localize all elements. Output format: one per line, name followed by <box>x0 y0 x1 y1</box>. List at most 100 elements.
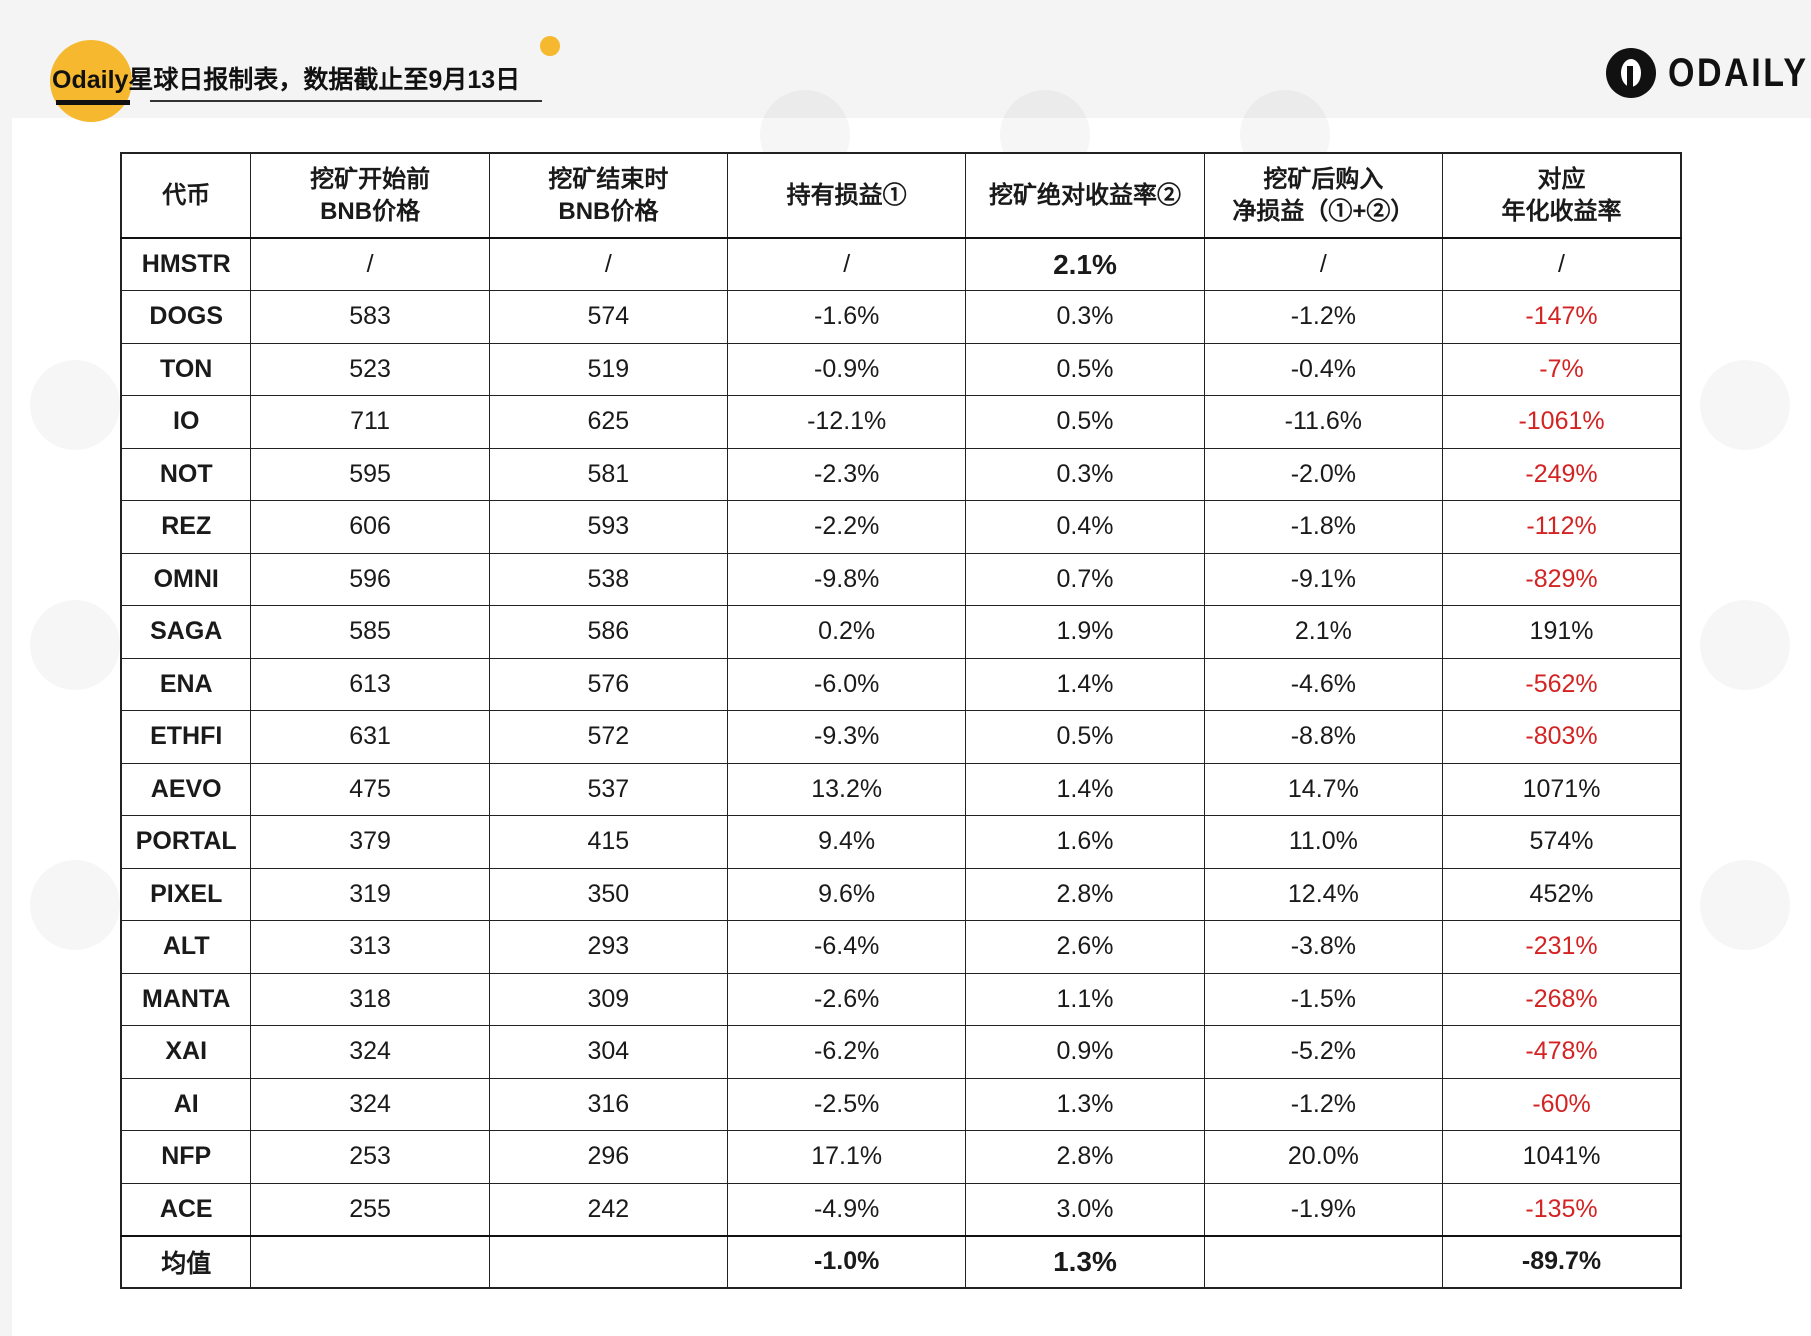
table-cell: 242 <box>488 1182 729 1236</box>
average-cell: -1.0% <box>726 1234 967 1289</box>
table-cell: 0.5% <box>965 342 1205 396</box>
table-cell: -2.5% <box>726 1077 967 1131</box>
table-row: PIXEL 319 350 9.6% 2.8% 12.4% 452% <box>120 867 1682 921</box>
column-header: 挖矿后购入 净损益（①+②） <box>1203 152 1444 239</box>
table-cell: -1.9% <box>1203 1182 1444 1236</box>
table-cell: 191% <box>1442 605 1682 659</box>
table-cell: -6.4% <box>726 920 967 974</box>
token-name-cell: PIXEL <box>120 867 252 921</box>
table-cell: 9.6% <box>726 867 967 921</box>
table-cell: 711 <box>250 395 490 449</box>
table-cell: 596 <box>250 552 490 606</box>
table-cell: 253 <box>250 1130 490 1184</box>
table-cell: 2.1% <box>965 237 1205 291</box>
table-cell: / <box>250 237 490 291</box>
table-row: HMSTR / //2.1% / / <box>120 237 1682 291</box>
table-row: ENA 613 576 -6.0% 1.4% -4.6% -562% <box>120 657 1682 711</box>
table-cell: 11.0% <box>1203 815 1444 869</box>
table-cell: -1.5% <box>1203 972 1444 1026</box>
table-cell: -2.0% <box>1203 447 1444 501</box>
table-cell: 17.1% <box>726 1130 967 1184</box>
average-cell <box>250 1234 490 1289</box>
column-header: 挖矿结束时 BNB价格 <box>488 152 729 239</box>
table-cell: 2.6% <box>965 920 1205 974</box>
column-header: 挖矿开始前 BNB价格 <box>250 152 490 239</box>
token-name-cell: SAGA <box>120 605 252 659</box>
token-name-cell: AEVO <box>120 762 252 816</box>
sun-decoration-icon <box>50 40 132 122</box>
average-row: 均值 -1.0% 1.3% -89.7% <box>120 1234 1682 1289</box>
token-name-cell: AI <box>120 1077 252 1131</box>
watermark-logo <box>1700 600 1790 690</box>
brand-logo: ODAILY <box>1606 48 1811 98</box>
table-row: SAGA 585 586 0.2% 1.9% 2.1% 191% <box>120 605 1682 659</box>
table-cell: -60% <box>1442 1077 1682 1131</box>
table-cell: 0.5% <box>965 710 1205 764</box>
table-body: HMSTR / //2.1% / / DOGS 583 574 -1.6% 0.3% -1.2% -1… <box>120 237 1682 1289</box>
column-header: 持有损益① <box>726 152 967 239</box>
token-name-cell: ENA <box>120 657 252 711</box>
table-row: AI 324 316 -2.5% 1.3% -1.2% -60% <box>120 1077 1682 1131</box>
token-name-cell: NFP <box>120 1130 252 1184</box>
table-cell: / <box>488 237 729 291</box>
logo-text: ODAILY <box>1668 50 1809 95</box>
table-cell: 0.2% <box>726 605 967 659</box>
table-row: REZ 606 593 -2.2% 0.4% -1.8% -112% <box>120 500 1682 554</box>
table-cell: 0.3% <box>965 290 1205 344</box>
table-cell: -2.3% <box>726 447 967 501</box>
table-cell: 1071% <box>1442 762 1682 816</box>
title-underline-accent <box>56 100 130 105</box>
table-cell: -1061% <box>1442 395 1682 449</box>
average-cell <box>1203 1234 1444 1289</box>
table-cell: -803% <box>1442 710 1682 764</box>
token-name-cell: OMNI <box>120 552 252 606</box>
table-cell: 2.8% <box>965 867 1205 921</box>
table-cell: -1.6% <box>726 290 967 344</box>
token-name-cell: NOT <box>120 447 252 501</box>
table-cell: 606 <box>250 500 490 554</box>
token-name-cell: TON <box>120 342 252 396</box>
table-cell: 1.4% <box>965 762 1205 816</box>
token-name-cell: XAI <box>120 1025 252 1079</box>
table-cell: 475 <box>250 762 490 816</box>
table-cell: -9.3% <box>726 710 967 764</box>
table-cell: 379 <box>250 815 490 869</box>
table-cell: 3.0% <box>965 1182 1205 1236</box>
table-cell: -11.6% <box>1203 395 1444 449</box>
table-cell: 255 <box>250 1182 490 1236</box>
table-cell: -0.4% <box>1203 342 1444 396</box>
table-cell: 593 <box>488 500 729 554</box>
table-cell: 12.4% <box>1203 867 1444 921</box>
table-cell: 572 <box>488 710 729 764</box>
average-cell: -89.7% <box>1442 1234 1682 1289</box>
table-cell: -1.8% <box>1203 500 1444 554</box>
table-cell: 574% <box>1442 815 1682 869</box>
table-cell: 324 <box>250 1077 490 1131</box>
table-cell: -1.2% <box>1203 1077 1444 1131</box>
watermark-logo <box>30 860 120 950</box>
table-cell: 2.1% <box>1203 605 1444 659</box>
table-cell: -112% <box>1442 500 1682 554</box>
table-cell: -135% <box>1442 1182 1682 1236</box>
table-cell: 625 <box>488 395 729 449</box>
table-cell: -4.6% <box>1203 657 1444 711</box>
mining-returns-table: 代币 挖矿开始前 BNB价格 挖矿结束时 BNB价格 持有损益① 挖矿绝对收益率② 挖矿后购入… <box>120 152 1682 1289</box>
table-cell: -12.1% <box>726 395 967 449</box>
table-cell: 0.9% <box>965 1025 1205 1079</box>
table-cell: 585 <box>250 605 490 659</box>
table-row: NOT 595 581 -2.3% 0.3% -2.0% -249% <box>120 447 1682 501</box>
table-cell: 0.3% <box>965 447 1205 501</box>
table-cell: 304 <box>488 1025 729 1079</box>
table-cell: 20.0% <box>1203 1130 1444 1184</box>
watermark-logo <box>1700 860 1790 950</box>
token-name-cell: HMSTR <box>120 237 252 291</box>
watermark-logo <box>30 360 120 450</box>
token-name-cell: MANTA <box>120 972 252 1026</box>
table-cell: 296 <box>488 1130 729 1184</box>
token-name-cell: PORTAL <box>120 815 252 869</box>
table-row: ACE 255 242 -4.9% 3.0% -1.9% -135% <box>120 1182 1682 1236</box>
table-cell: -2.6% <box>726 972 967 1026</box>
table-cell: -8.8% <box>1203 710 1444 764</box>
table-cell: -2.2% <box>726 500 967 554</box>
